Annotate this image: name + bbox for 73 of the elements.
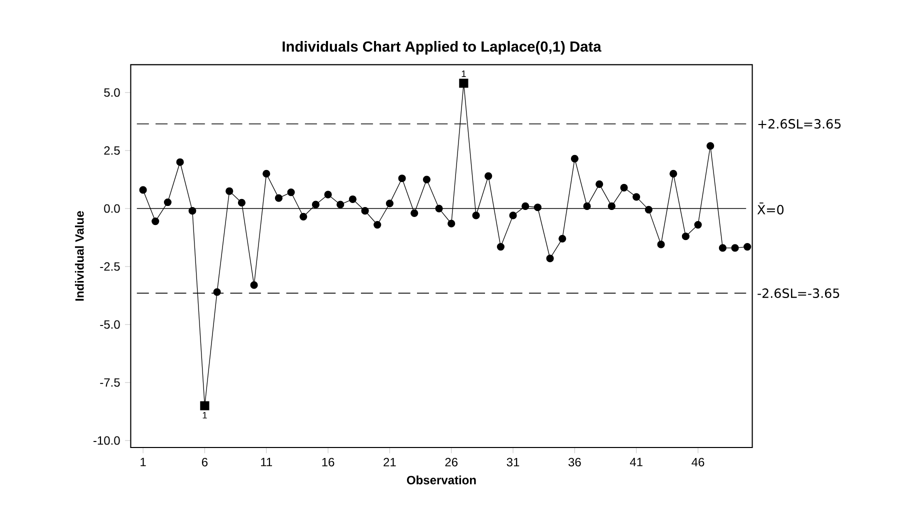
- point: [448, 220, 456, 228]
- point: [374, 221, 382, 229]
- point: [287, 188, 295, 196]
- point: [670, 170, 678, 178]
- point: [324, 191, 332, 199]
- point: [583, 202, 591, 210]
- point: [238, 199, 246, 207]
- point: [706, 142, 714, 150]
- point: [608, 202, 616, 210]
- point: [361, 207, 369, 215]
- x-tick-label: 41: [630, 458, 642, 466]
- ref-line-label: +2.6SL=3.65: [758, 119, 841, 129]
- point: [632, 193, 640, 201]
- point: [348, 196, 357, 204]
- point: [164, 198, 172, 206]
- x-axis-title: Observation: [406, 476, 476, 485]
- point: [152, 218, 160, 226]
- x-tick-label: 16: [322, 458, 334, 467]
- point: [410, 210, 418, 218]
- point: [484, 172, 492, 180]
- point: [398, 174, 406, 182]
- annotation: 1: [202, 412, 207, 419]
- y-tick-label: -5.0: [100, 320, 120, 330]
- point: [188, 207, 196, 215]
- y-tick-label: 0.0: [104, 204, 120, 214]
- point: [300, 213, 308, 221]
- point: [596, 180, 604, 188]
- point: [731, 244, 739, 252]
- point: [422, 176, 431, 184]
- x-tick-label: 31: [506, 458, 520, 467]
- y-tick-label: 2.5: [104, 146, 120, 156]
- point: [718, 244, 726, 252]
- point: [262, 170, 270, 178]
- point: [522, 202, 530, 210]
- point: [435, 204, 443, 213]
- y-tick-label: -7.5: [100, 378, 120, 387]
- y-tick-label: -2.5: [100, 262, 120, 272]
- point: [694, 221, 702, 229]
- y-tick-label: -10.0: [93, 436, 120, 446]
- annotation: 1: [462, 70, 466, 78]
- point: [509, 212, 517, 220]
- x-tick-label: 6: [202, 458, 208, 467]
- y-axis-title: Individual Value: [74, 211, 84, 301]
- point: [386, 200, 394, 208]
- point: [496, 243, 504, 251]
- point: [226, 188, 234, 196]
- point: [336, 201, 344, 209]
- x-tick-label: 46: [692, 458, 704, 467]
- x-tick-label: 1: [140, 458, 146, 466]
- x-tick-label: 36: [568, 458, 581, 467]
- x-tick-label: 11: [261, 458, 272, 466]
- point: [570, 155, 578, 163]
- x-tick-label: 26: [445, 458, 458, 467]
- ref-line-label: -2.6SL=-3.65: [758, 288, 840, 298]
- point: [620, 184, 628, 192]
- x-tick-label: 21: [384, 458, 396, 467]
- point: [250, 282, 258, 290]
- chart-title: Individuals Chart Applied to Laplace(0,1) Data: [282, 41, 602, 55]
- point: [139, 186, 147, 194]
- point: [176, 158, 184, 166]
- point: [546, 254, 554, 262]
- y-tick-label: 5.0: [104, 88, 120, 98]
- ref-line-label: X̄=0: [757, 202, 784, 215]
- point: [644, 206, 652, 214]
- point: [534, 204, 542, 212]
- point: [213, 288, 221, 296]
- point: [744, 243, 752, 251]
- point: [472, 212, 480, 220]
- point: [657, 240, 665, 249]
- point: [274, 194, 283, 202]
- point: [312, 201, 320, 209]
- point: [558, 235, 566, 243]
- point: [682, 232, 690, 240]
